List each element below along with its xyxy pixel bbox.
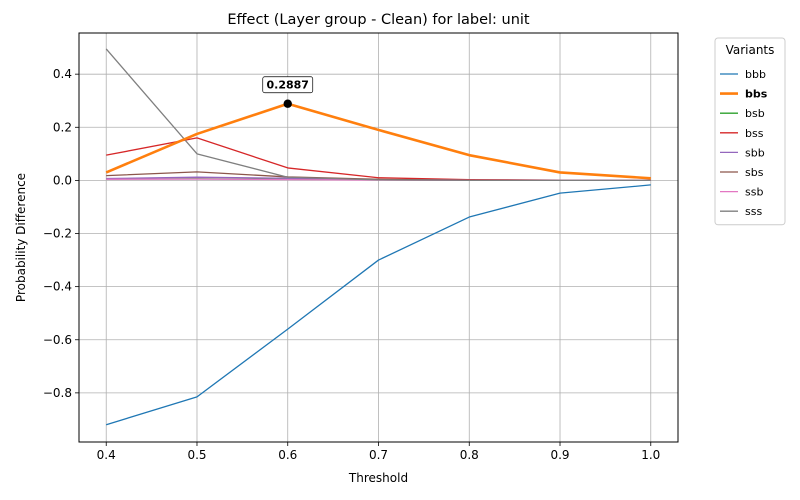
- legend-label-bbb: bbb: [745, 68, 766, 81]
- y-tick-label: 0.0: [53, 173, 72, 187]
- annotation-label: 0.2887: [267, 79, 309, 92]
- legend-label-ssb: ssb: [745, 186, 763, 199]
- legend-items: bbb bbs bsb bss sbb sbs ssb sss: [720, 68, 768, 218]
- y-axis-label: Probability Difference: [14, 173, 28, 302]
- legend-label-bbs: bbs: [745, 88, 768, 101]
- y-tick-label: 0.2: [53, 120, 72, 134]
- y-tick-label: −0.4: [43, 280, 72, 294]
- legend-label-bsb: bsb: [745, 107, 765, 120]
- x-tick-label: 0.6: [278, 448, 297, 462]
- grid: [79, 33, 678, 442]
- x-axis-label: Threshold: [348, 471, 408, 485]
- x-tick-label: 0.4: [97, 448, 116, 462]
- legend-label-sbb: sbb: [745, 146, 765, 159]
- y-tick-label: −0.8: [43, 386, 72, 400]
- x-tick-label: 1.0: [641, 448, 660, 462]
- annotation-box: [262, 76, 314, 94]
- legend-label-sbs: sbs: [745, 166, 764, 179]
- legend-label-bss: bss: [745, 127, 764, 140]
- legend: Variants bbb bbs bsb bss sbb sbs ssb sss: [714, 37, 786, 226]
- y-tick-label: −0.6: [43, 333, 72, 347]
- series-lines: [105, 48, 651, 426]
- annotations: 0.2887: [262, 76, 314, 108]
- legend-box: [714, 37, 786, 226]
- series-line-bbb: [106, 184, 651, 426]
- y-tick-label: −0.2: [43, 227, 72, 241]
- annotation-marker: [283, 99, 292, 108]
- series-line-sss: [105, 48, 651, 182]
- legend-title: Variants: [726, 43, 775, 57]
- ticks: 0.4 0.5 0.6 0.7 0.8 0.9 1.0 −0.8 −0.6 −0.4 −0.2 0.0…: [43, 67, 660, 462]
- x-tick-label: 0.5: [187, 448, 206, 462]
- y-tick-label: 0.4: [53, 67, 72, 81]
- x-tick-label: 0.9: [550, 448, 569, 462]
- x-tick-label: 0.8: [460, 448, 479, 462]
- legend-label-sss: sss: [745, 205, 762, 218]
- x-tick-label: 0.7: [369, 448, 388, 462]
- chart-title: Effect (Layer group - Clean) for label: …: [227, 12, 530, 28]
- series-line-bbs: [105, 102, 651, 180]
